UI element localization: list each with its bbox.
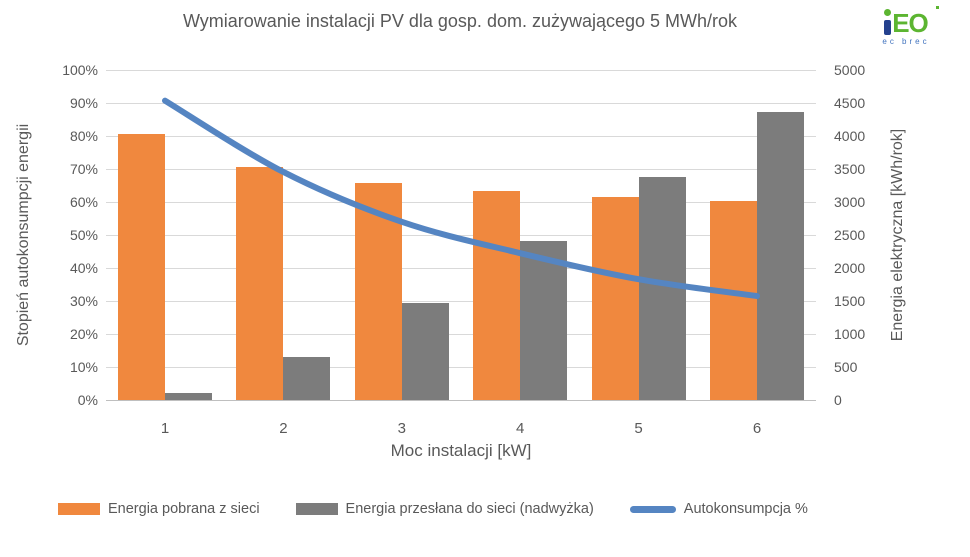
y-tick-left: 20% <box>69 326 98 342</box>
bar-series1-cat4 <box>473 191 521 400</box>
y-tick-right: 3000 <box>834 194 866 210</box>
y-tick-right: 2500 <box>834 227 866 243</box>
gridline <box>106 334 816 335</box>
legend-label: Autokonsumpcja % <box>683 501 808 517</box>
y-tick-right: 2000 <box>834 260 866 276</box>
y-tick-right: 4500 <box>834 95 866 111</box>
x-tick-2: 2 <box>279 420 288 437</box>
gridline <box>106 367 816 368</box>
plot-area <box>106 70 816 401</box>
line-path <box>162 97 760 300</box>
bar-series1-cat5 <box>591 196 639 400</box>
x-tick-3: 3 <box>397 420 406 437</box>
logo-letters-eo: EO <box>892 8 929 38</box>
gridline <box>106 268 816 269</box>
bar-series2-cat6 <box>757 111 804 400</box>
x-tick-5: 5 <box>634 420 643 437</box>
y-tick-right: 3500 <box>834 161 866 177</box>
legend: Energia pobrana z sieci Energia przesłana… <box>58 501 808 517</box>
y-tick-left: 30% <box>69 293 98 309</box>
bar-series1-cat1 <box>118 134 165 400</box>
line-series-autokonsumpcja <box>162 97 760 300</box>
legend-item-1: Energia pobrana z sieci <box>58 501 260 517</box>
bar-series1-cat6 <box>710 201 757 400</box>
chart-title: Wymiarowanie instalacji PV dla gosp. dom… <box>182 11 738 31</box>
bar-series2-cat2 <box>283 356 331 400</box>
legend-item-3: Autokonsumpcja % <box>629 501 808 517</box>
legend-label: Energia przesłana do sieci (nadwyżka) <box>345 501 594 517</box>
gridline <box>106 103 816 104</box>
x-axis-title: Moc instalacji [kW] <box>390 441 532 460</box>
legend-item-2: Energia przesłana do sieci (nadwyżka) <box>295 501 594 517</box>
y-tick-right: 0 <box>834 392 842 408</box>
gridline <box>106 169 816 170</box>
y-tick-left: 100% <box>62 62 98 78</box>
logo-i-dot <box>884 9 892 16</box>
y-tick-left: 0% <box>77 392 98 408</box>
x-tick-6: 6 <box>752 420 762 437</box>
y-tick-left: 70% <box>69 161 98 177</box>
bar-series2-cat5 <box>638 177 686 400</box>
y-tick-left: 90% <box>69 95 98 111</box>
y-tick-left: 60% <box>69 194 98 210</box>
company-logo: EO ec brec <box>878 6 939 46</box>
y-tick-right: 5000 <box>834 62 866 78</box>
bar-series2-cat3 <box>401 303 449 400</box>
legend-swatch-icon <box>295 503 338 515</box>
gridline <box>106 136 816 137</box>
x-tick-1: 1 <box>160 420 170 437</box>
logo-i-stem <box>884 20 892 35</box>
logo-wordmark: EO <box>878 6 939 38</box>
y-tick-right: 4000 <box>834 128 866 144</box>
y-tick-left: 50% <box>69 227 98 243</box>
y-tick-left: 10% <box>69 359 98 375</box>
logo-subtext: ec brec <box>882 37 930 46</box>
y-tick-right: 1500 <box>834 293 866 309</box>
logo-trademark-icon <box>936 6 939 9</box>
gridline <box>106 301 816 302</box>
x-axis-line <box>106 400 816 401</box>
legend-line-icon <box>629 505 676 513</box>
logo-letter-i-icon <box>884 9 892 35</box>
x-tick-4: 4 <box>516 420 525 437</box>
gridline <box>106 70 816 71</box>
bar-series1-cat2 <box>236 167 284 400</box>
y-tick-left: 80% <box>69 128 98 144</box>
bar-series2-cat1 <box>165 393 212 400</box>
y-tick-left: 40% <box>69 260 98 276</box>
y-tick-right: 1000 <box>834 326 866 342</box>
bar-series2-cat4 <box>520 241 568 400</box>
legend-label: Energia pobrana z sieci <box>108 501 260 517</box>
legend-swatch-icon <box>58 503 100 515</box>
y-tick-right: 500 <box>834 359 858 375</box>
gridline <box>106 235 816 236</box>
gridline <box>106 202 816 203</box>
